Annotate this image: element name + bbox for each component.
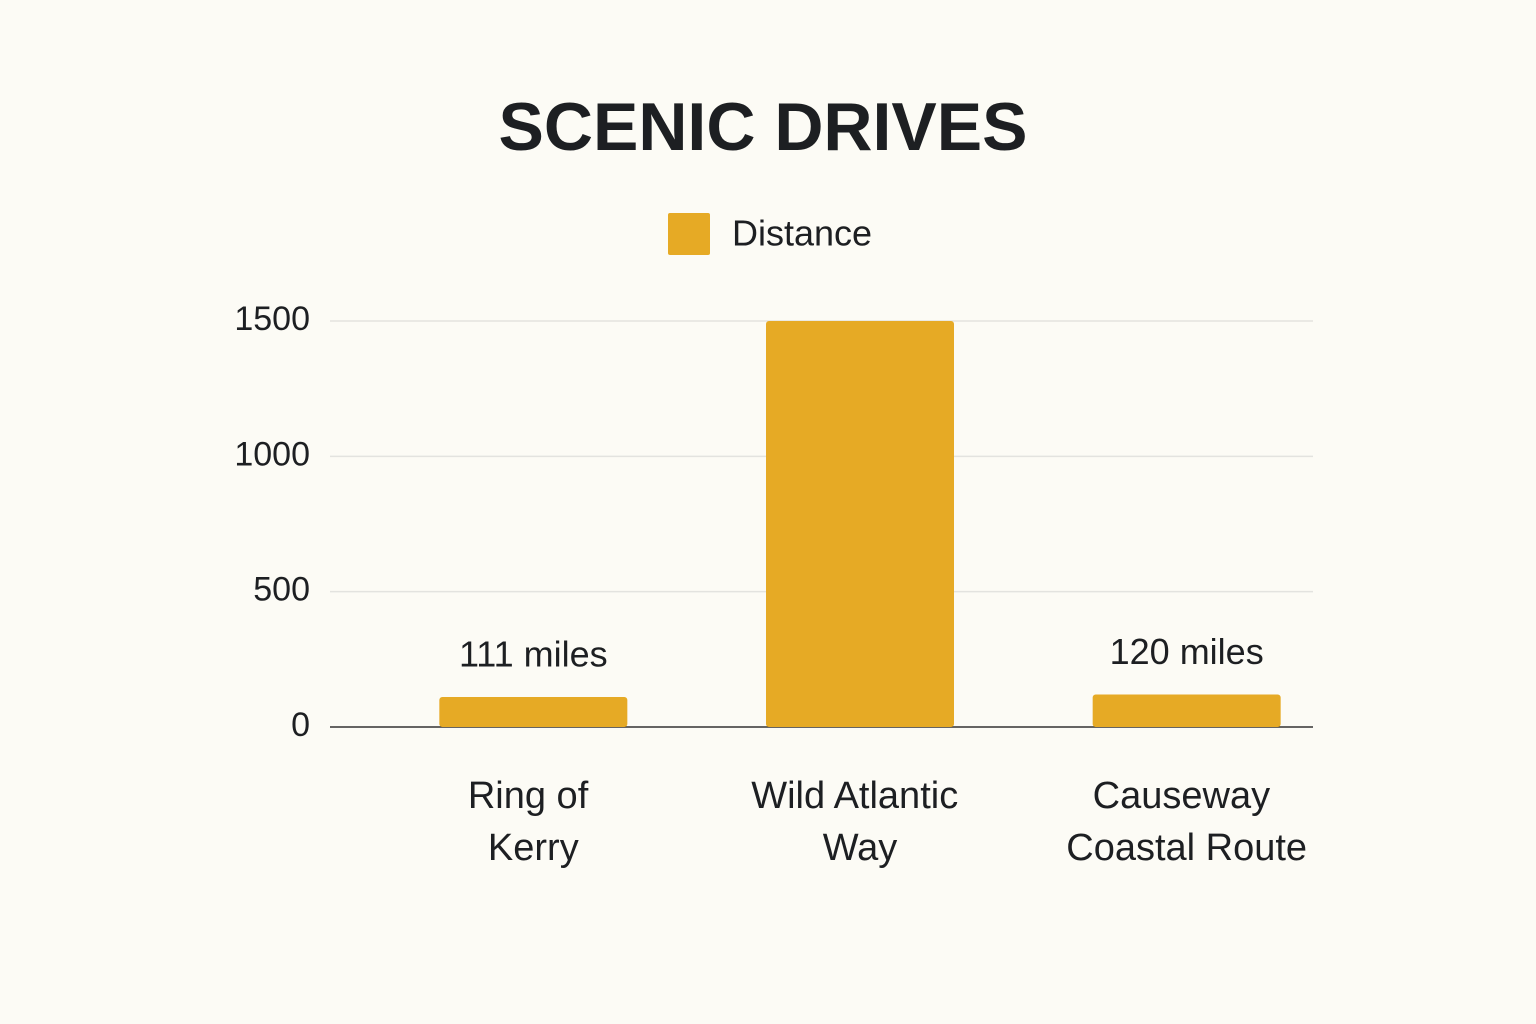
bar (439, 696, 628, 727)
x-tick-label: Ring of Kerry (468, 775, 599, 869)
y-tick-label: 1000 (234, 435, 310, 473)
bar (766, 321, 954, 727)
x-tick-label: Wild Atlantic Way (751, 775, 969, 869)
value-label: 111 miles (459, 633, 608, 674)
chart-title: SCENIC DRIVES (499, 89, 1028, 165)
x-tick-label-line: Way (823, 827, 898, 869)
value-label: 120 miles (1110, 631, 1264, 672)
y-tick-label: 1500 (234, 300, 310, 338)
x-tick-label-line: Causeway (1093, 775, 1281, 817)
x-tick-label-line: Wild Atlantic (751, 775, 969, 817)
legend-swatch (668, 213, 710, 255)
x-tick-label: Causeway Coastal Route (1066, 775, 1307, 869)
bar (1092, 694, 1281, 727)
x-tick-label-line: Ring of (468, 775, 599, 817)
y-tick-label: 500 (253, 571, 310, 609)
x-tick-label-line: Coastal Route (1066, 827, 1307, 869)
y-tick-label: 0 (291, 706, 310, 744)
legend-label: Distance (732, 213, 872, 254)
x-tick-label-line: Kerry (488, 827, 579, 869)
